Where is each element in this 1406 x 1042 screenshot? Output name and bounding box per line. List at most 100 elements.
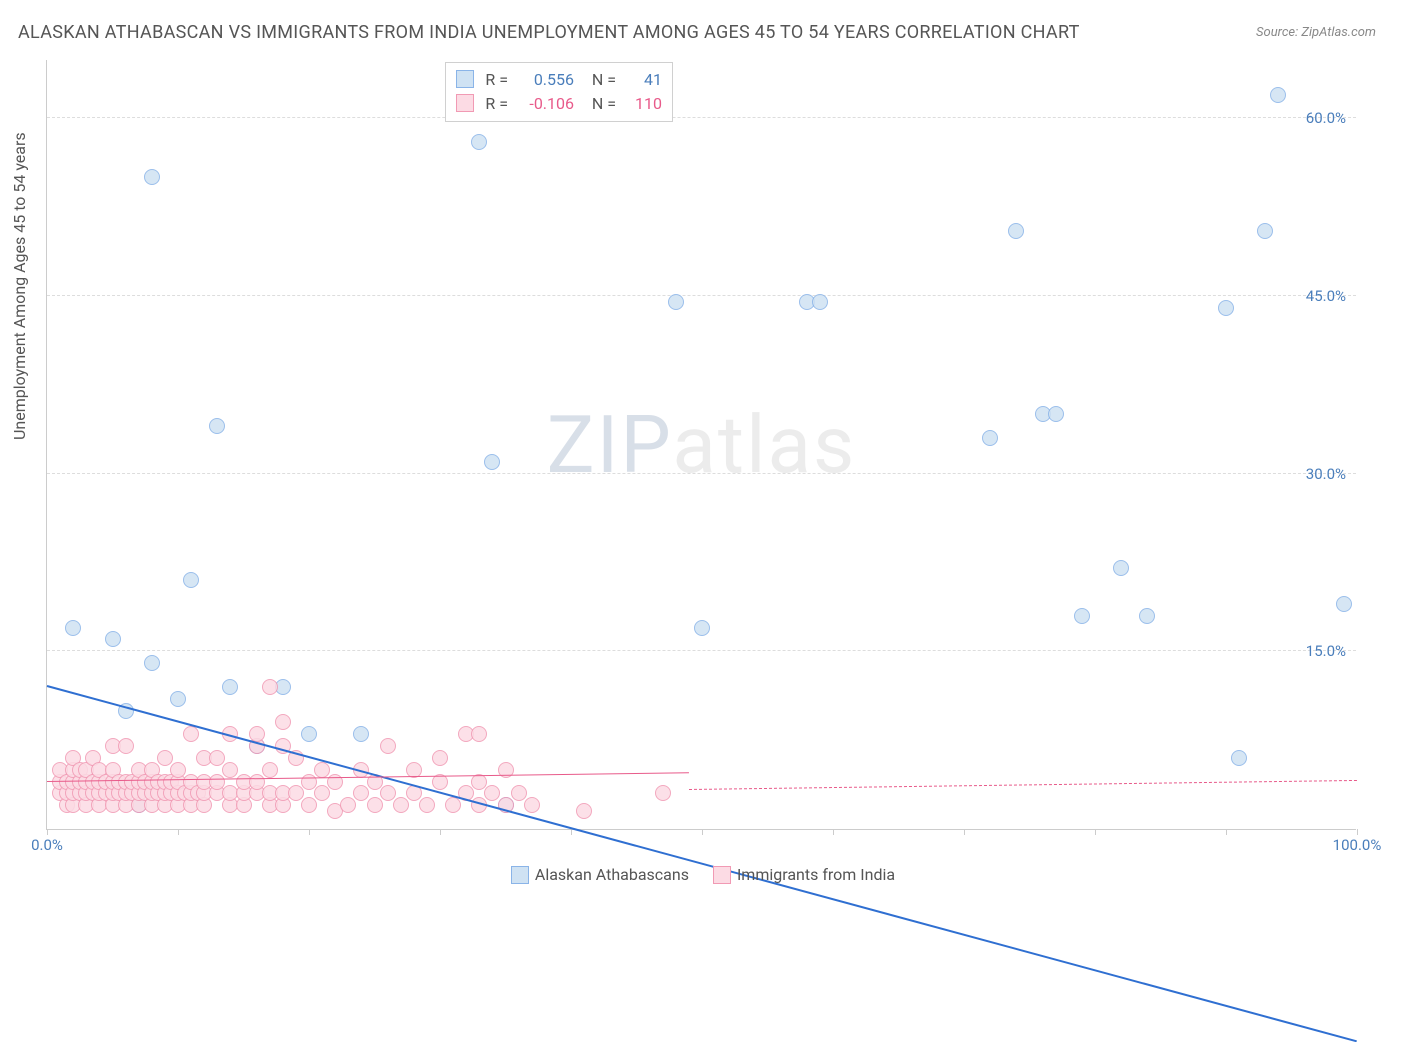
- scatter-point: [314, 785, 330, 801]
- scatter-point: [170, 691, 186, 707]
- legend-swatch: [456, 94, 474, 112]
- n-value: 41: [622, 70, 662, 89]
- legend-swatch: [456, 70, 474, 88]
- legend-label: Immigrants from India: [737, 865, 895, 884]
- x-tick: [833, 829, 834, 835]
- x-tick: [1226, 829, 1227, 835]
- scatter-point: [288, 785, 304, 801]
- scatter-point: [222, 762, 238, 778]
- scatter-point: [249, 774, 265, 790]
- scatter-point: [419, 797, 435, 813]
- x-tick: [178, 829, 179, 835]
- watermark: ZIPatlas: [547, 398, 857, 492]
- chart-container: ALASKAN ATHABASCAN VS IMMIGRANTS FROM IN…: [0, 0, 1406, 892]
- scatter-point: [209, 774, 225, 790]
- source-attribution: Source: ZipAtlas.com: [1256, 25, 1376, 40]
- plot-area: ZIPatlas 15.0%30.0%45.0%60.0%0.0%100.0%: [46, 60, 1356, 830]
- scatter-point: [367, 797, 383, 813]
- gridline-h: [47, 117, 1356, 118]
- x-tick: [702, 829, 703, 835]
- y-tick-label: 15.0%: [1306, 642, 1346, 660]
- series-legend: Alaskan Athabascans Immigrants from India: [0, 865, 1406, 884]
- x-tick-label: 0.0%: [31, 836, 63, 854]
- scatter-point: [471, 726, 487, 742]
- y-tick-label: 45.0%: [1306, 287, 1346, 305]
- n-value: 110: [622, 94, 662, 113]
- n-label: N =: [588, 70, 616, 89]
- scatter-point: [157, 750, 173, 766]
- scatter-point: [511, 785, 527, 801]
- scatter-point: [982, 430, 998, 446]
- scatter-point: [471, 134, 487, 150]
- x-tick: [964, 829, 965, 835]
- y-axis-label: Unemployment Among Ages 45 to 54 years: [10, 132, 29, 440]
- scatter-point: [576, 803, 592, 819]
- scatter-point: [445, 797, 461, 813]
- scatter-point: [1231, 750, 1247, 766]
- scatter-point: [694, 620, 710, 636]
- scatter-point: [1113, 560, 1129, 576]
- scatter-point: [170, 762, 186, 778]
- r-label: R =: [480, 70, 508, 89]
- x-tick: [47, 829, 48, 835]
- x-tick: [571, 829, 572, 835]
- legend-item: Immigrants from India: [713, 865, 895, 884]
- scatter-point: [1139, 608, 1155, 624]
- legend-item: Alaskan Athabascans: [511, 865, 689, 884]
- scatter-point: [301, 774, 317, 790]
- y-tick-label: 60.0%: [1306, 109, 1346, 127]
- scatter-point: [340, 797, 356, 813]
- scatter-point: [65, 620, 81, 636]
- chart-title: ALASKAN ATHABASCAN VS IMMIGRANTS FROM IN…: [18, 22, 1080, 43]
- scatter-point: [222, 679, 238, 695]
- trend-line: [689, 780, 1357, 790]
- y-tick-label: 30.0%: [1306, 465, 1346, 483]
- scatter-point: [1218, 300, 1234, 316]
- x-tick: [440, 829, 441, 835]
- scatter-point: [314, 762, 330, 778]
- x-tick: [1095, 829, 1096, 835]
- scatter-point: [209, 750, 225, 766]
- trend-line: [47, 685, 1358, 1042]
- legend-swatch: [511, 866, 529, 884]
- scatter-point: [655, 785, 671, 801]
- r-value: -0.106: [514, 94, 574, 113]
- watermark-text-b: atlas: [672, 398, 856, 492]
- legend-label: Alaskan Athabascans: [535, 865, 689, 884]
- scatter-point: [353, 726, 369, 742]
- scatter-point: [668, 294, 684, 310]
- r-value: 0.556: [514, 70, 574, 89]
- n-label: N =: [588, 94, 616, 113]
- watermark-text-a: ZIP: [547, 398, 673, 492]
- scatter-point: [262, 762, 278, 778]
- x-tick: [309, 829, 310, 835]
- scatter-point: [301, 726, 317, 742]
- x-tick-label: 100.0%: [1333, 836, 1382, 854]
- gridline-h: [47, 295, 1356, 296]
- scatter-point: [1270, 87, 1286, 103]
- scatter-point: [484, 785, 500, 801]
- legend-swatch: [713, 866, 731, 884]
- scatter-point: [1336, 596, 1352, 612]
- scatter-point: [144, 169, 160, 185]
- scatter-point: [105, 631, 121, 647]
- scatter-point: [812, 294, 828, 310]
- scatter-point: [209, 418, 225, 434]
- scatter-point: [144, 655, 160, 671]
- scatter-point: [262, 679, 278, 695]
- r-label: R =: [480, 94, 508, 113]
- scatter-point: [1008, 223, 1024, 239]
- scatter-point: [1257, 223, 1273, 239]
- scatter-point: [183, 572, 199, 588]
- scatter-point: [524, 797, 540, 813]
- scatter-point: [183, 726, 199, 742]
- scatter-point: [301, 797, 317, 813]
- gridline-h: [47, 473, 1356, 474]
- correlation-legend: R = 0.556 N = 41 R = -0.106 N = 110: [445, 62, 673, 122]
- legend-stat-row: R = 0.556 N = 41: [456, 67, 662, 91]
- scatter-point: [353, 785, 369, 801]
- gridline-h: [47, 650, 1356, 651]
- x-tick: [1357, 829, 1358, 835]
- scatter-point: [1074, 608, 1090, 624]
- scatter-point: [432, 750, 448, 766]
